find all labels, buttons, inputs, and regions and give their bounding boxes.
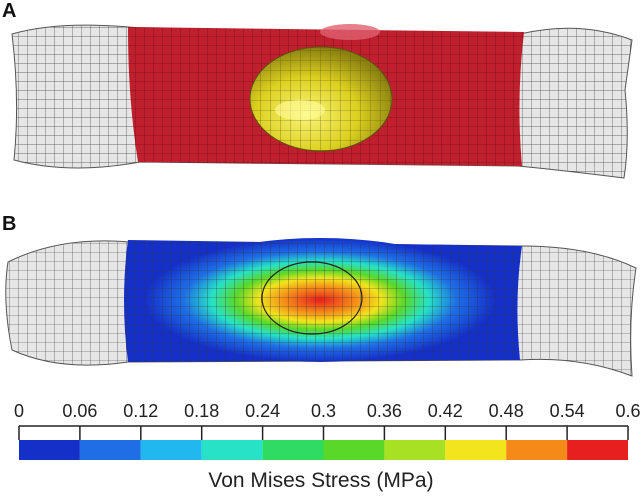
- colorbar-tick-label: 0.24: [245, 401, 280, 421]
- sphere-a: [249, 46, 393, 152]
- colorbar-cell: [79, 440, 141, 460]
- colorbar-tick-label: 0.12: [123, 401, 158, 421]
- colorbar-tick-label: 0.42: [428, 401, 463, 421]
- colorbar-cell: [506, 440, 568, 460]
- colorbar-tick-label: 0.36: [367, 401, 402, 421]
- colorbar-cell: [262, 440, 324, 460]
- vessel-b: [5, 238, 637, 377]
- colorbar-tick-label: 0.18: [184, 401, 219, 421]
- panel-b-label: B: [2, 213, 17, 235]
- colorbar-cell: [323, 440, 385, 460]
- colorbar-tick-label: 0: [14, 401, 24, 421]
- colorbar-tick-label: 0.6: [615, 401, 640, 421]
- panel-a-figure: [11, 24, 633, 179]
- colorbar-cell: [445, 440, 507, 460]
- colorbar-cell: [140, 440, 202, 460]
- colorbar-cell: [384, 440, 446, 460]
- panel-a-label: A: [2, 0, 17, 22]
- colorbar-tick-label: 0.06: [62, 401, 97, 421]
- colorbar-tick-label: 0.54: [550, 401, 585, 421]
- colorbar: 0 0.06 0.12 0.18 0.24 0.3 0.36 0.42 0.48 0.54 0.6 …: [14, 401, 641, 492]
- colorbar-tick-label: 0.48: [489, 401, 524, 421]
- colorbar-title: Von Mises Stress (MPa): [208, 469, 433, 492]
- colorbar-tick-label: 0.3: [311, 401, 336, 421]
- colorbar-cell: [567, 440, 628, 460]
- colorbar-cell: [201, 440, 263, 460]
- colorbar-cell: [19, 440, 80, 460]
- panel-b-figure: [5, 238, 637, 377]
